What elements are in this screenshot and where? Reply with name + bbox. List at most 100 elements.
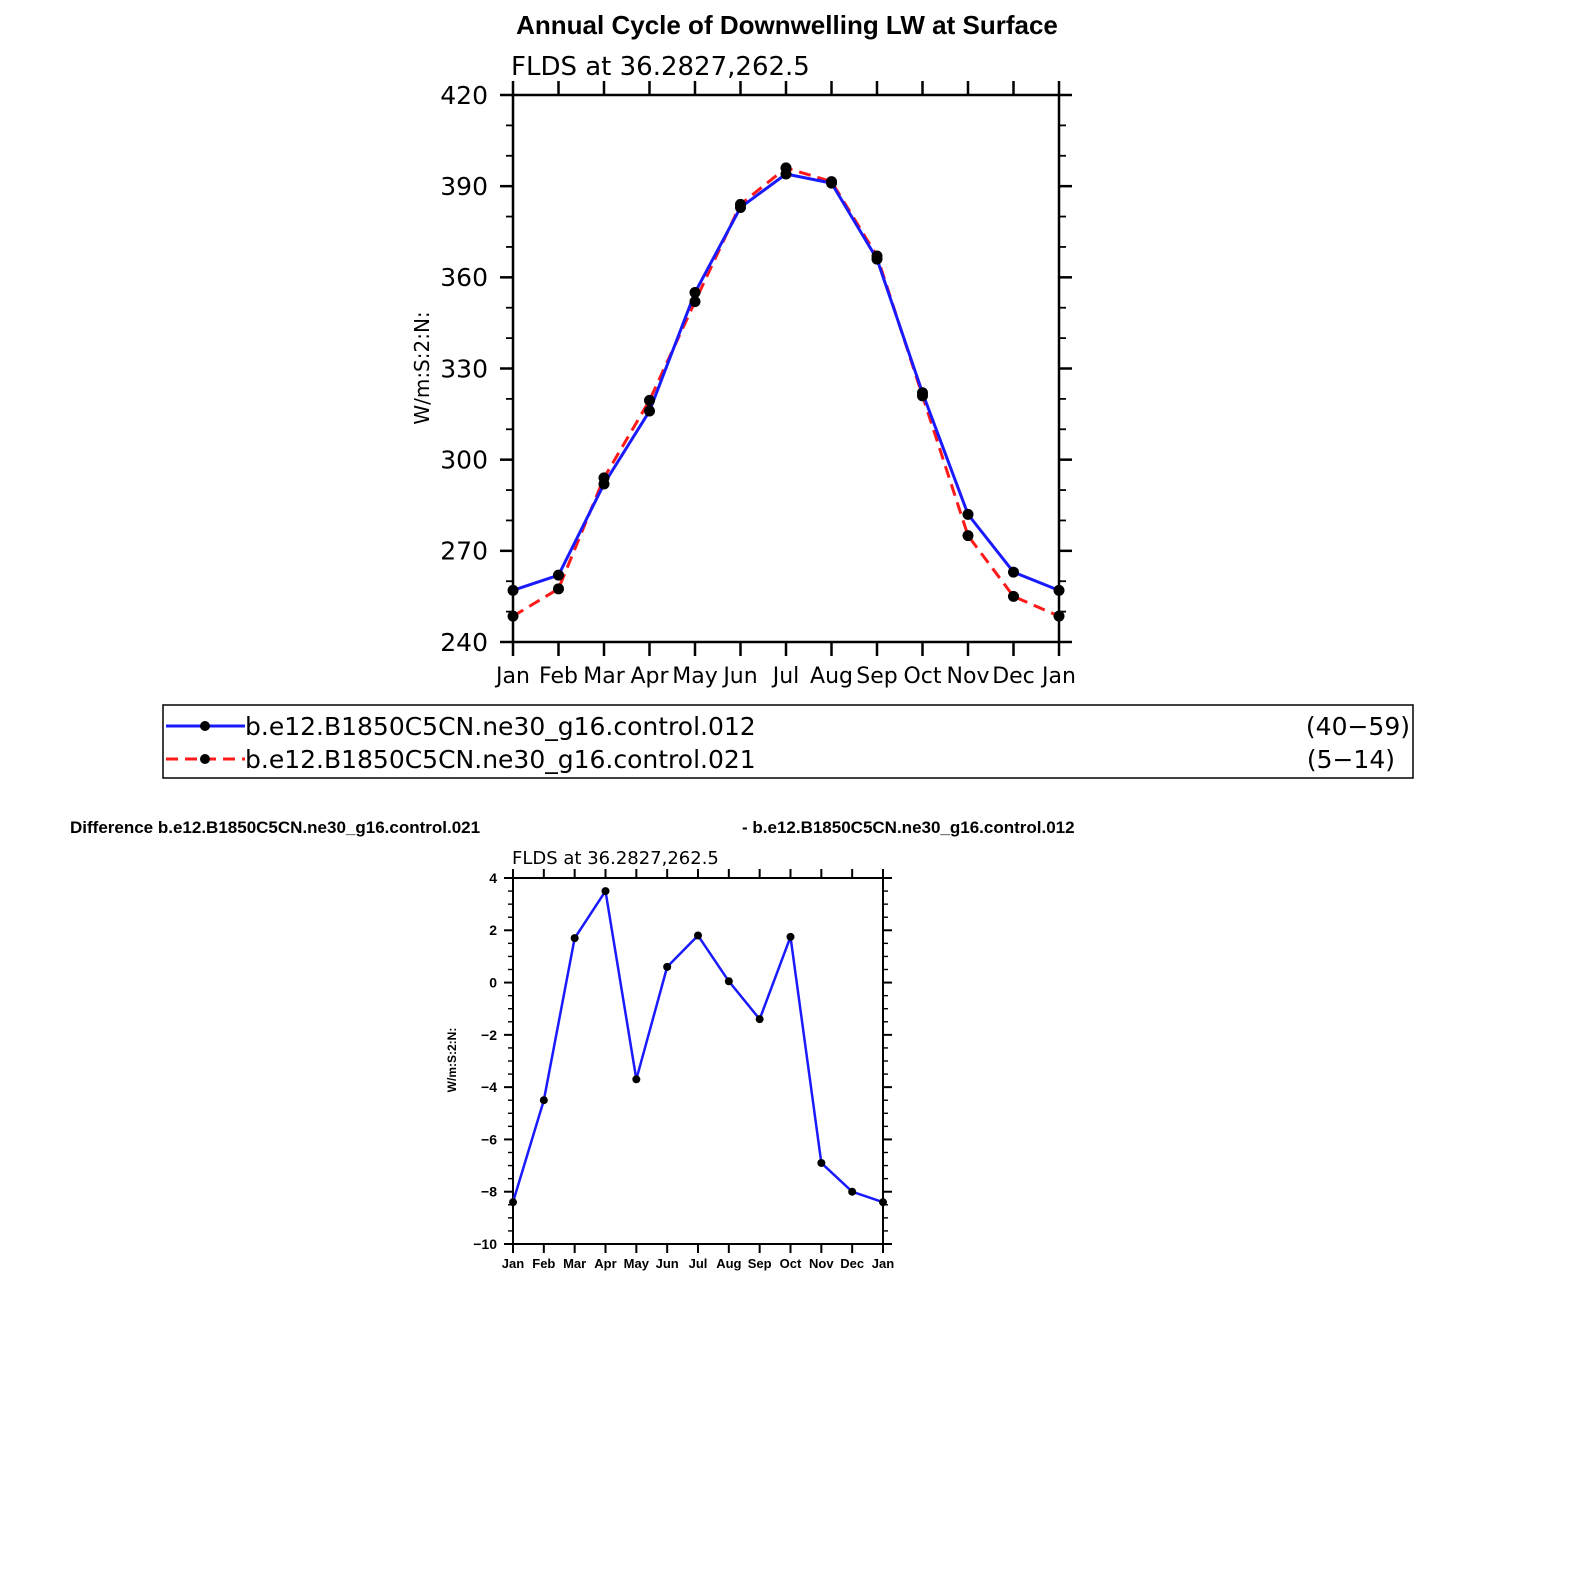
x-tick-label: Aug: [810, 664, 853, 689]
series-1-point: [663, 962, 672, 971]
top-y-axis-label: W/m:S:2:N:: [410, 311, 434, 424]
x-tick-label: Dec: [992, 664, 1035, 689]
legend-years-2: (5−14): [1307, 745, 1395, 774]
series-1-point: [644, 405, 655, 417]
page-title: Annual Cycle of Downwelling LW at Surfac…: [516, 10, 1058, 40]
x-tick-label: Aug: [716, 1256, 741, 1271]
y-tick-label: 330: [440, 354, 488, 383]
bottom-chart: FLDS at 36.2827,262.5 W/m:S:2:N: −10 −8 −6…: [445, 848, 894, 1271]
legend: b.e12.B1850C5CN.ne30_g16.control.012 (40…: [162, 704, 1414, 779]
bottom-chart-subtitle: FLDS at 36.2827,262.5: [512, 848, 719, 869]
y-tick-label: −8: [481, 1184, 497, 1200]
x-tick-label: Jan: [502, 1256, 524, 1271]
series-1-point: [632, 1075, 641, 1084]
series-1-point: [570, 934, 579, 943]
legend-marker-2: [200, 754, 210, 764]
y-tick-label: 270: [440, 537, 488, 566]
series-1-point: [601, 887, 610, 896]
x-tick-label: Jun: [721, 664, 757, 689]
series-2-point: [917, 390, 928, 402]
x-tick-label: Nov: [947, 664, 990, 689]
series-2-point: [507, 610, 519, 622]
series-1-point: [553, 569, 564, 581]
series-1-point: [817, 1158, 826, 1167]
top-chart-subtitle: FLDS at 36.2827,262.5: [511, 52, 810, 82]
x-tick-label: Jan: [872, 1256, 894, 1271]
x-tick-label: Jan: [1040, 664, 1076, 689]
series-line-2: [512, 166, 1060, 618]
series-2-point: [962, 530, 974, 542]
y-tick-label: 360: [440, 263, 488, 292]
diff-title-left: Difference b.e12.B1850C5CN.ne30_g16.cont…: [70, 818, 480, 837]
bottom-y-ticks: −10 −8 −6 −4 −2 0 2 4: [473, 870, 892, 1252]
legend-marker-1: [200, 721, 210, 731]
x-tick-label: Sep: [748, 1256, 772, 1271]
series-1-point: [1008, 566, 1019, 578]
series-1-point: [507, 584, 519, 596]
legend-label-1: b.e12.B1850C5CN.ne30_g16.control.012: [245, 712, 756, 741]
series-1-point: [755, 1015, 764, 1024]
series-line-1: [512, 172, 1060, 592]
top-series: [507, 162, 1065, 622]
x-tick-label: Nov: [809, 1256, 834, 1271]
series-1-point: [724, 977, 733, 986]
series-2-point: [644, 394, 655, 406]
series-2-point: [1008, 590, 1019, 602]
series-1-point: [962, 508, 974, 520]
y-tick-label: −10: [473, 1236, 497, 1252]
y-tick-label: 2: [489, 922, 497, 938]
y-tick-label: −6: [481, 1131, 497, 1147]
series-2-point: [871, 250, 883, 262]
series-2-point: [598, 472, 610, 484]
series-2-point: [689, 296, 701, 308]
bottom-series: [509, 887, 887, 1207]
legend-entry-2: b.e12.B1850C5CN.ne30_g16.control.021 (5−…: [166, 745, 1395, 774]
y-tick-label: 420: [440, 81, 488, 110]
y-tick-label: 240: [440, 628, 488, 657]
legend-box: [162, 704, 1414, 779]
x-tick-label: May: [624, 1256, 650, 1271]
legend-years-1: (40−59): [1306, 712, 1410, 741]
top-x-ticks: Jan Feb Mar Apr May Jun Jul Aug Sep Oct Nov Dec Jan: [494, 81, 1076, 689]
series-1-point: [509, 1198, 517, 1207]
x-tick-label: Jul: [771, 664, 800, 689]
series-1-point: [1053, 584, 1065, 596]
series-1-point: [694, 931, 702, 940]
x-tick-label: Apr: [594, 1256, 616, 1271]
legend-label-2: b.e12.B1850C5CN.ne30_g16.control.021: [245, 745, 756, 774]
x-tick-label: Feb: [532, 1256, 555, 1271]
x-tick-label: May: [672, 664, 717, 689]
bottom-x-ticks: Jan Feb Mar Apr May Jun Jul Aug Sep Oct Nov Dec Jan: [502, 869, 894, 1271]
x-tick-label: Jul: [689, 1256, 708, 1271]
x-tick-label: Dec: [840, 1256, 864, 1271]
series-2-point: [826, 176, 837, 188]
x-tick-label: Apr: [630, 664, 669, 689]
series-1-point: [689, 287, 701, 299]
x-tick-label: Mar: [583, 664, 625, 689]
series-1-point: [879, 1198, 887, 1207]
series-2-point: [735, 198, 746, 210]
x-tick-label: Oct: [780, 1256, 802, 1271]
series-1-point: [539, 1096, 548, 1105]
x-tick-label: Mar: [563, 1256, 586, 1271]
legend-entry-1: b.e12.B1850C5CN.ne30_g16.control.012 (40…: [166, 712, 1410, 741]
y-tick-label: 4: [489, 870, 497, 886]
series-2-point: [1053, 610, 1065, 622]
x-tick-label: Jan: [494, 664, 530, 689]
x-tick-label: Oct: [903, 664, 941, 689]
series-1-point: [786, 932, 795, 941]
x-tick-label: Jun: [656, 1256, 679, 1271]
top-y-ticks: 240 270 300 330 360 390 420: [440, 81, 1072, 657]
diff-title-right: - b.e12.B1850C5CN.ne30_g16.control.012: [742, 818, 1075, 837]
y-tick-label: 0: [489, 974, 497, 990]
series-2-point: [780, 162, 792, 174]
x-tick-label: Sep: [856, 664, 897, 689]
y-tick-label: 300: [440, 445, 488, 474]
series-2-point: [553, 583, 564, 595]
series-1-point: [848, 1187, 857, 1196]
top-chart: FLDS at 36.2827,262.5 W/m:S:2:N: 240 270 3…: [410, 52, 1076, 689]
bottom-y-axis-label: W/m:S:2:N:: [445, 1028, 459, 1093]
x-tick-label: Feb: [539, 664, 578, 689]
y-tick-label: −2: [481, 1027, 497, 1043]
